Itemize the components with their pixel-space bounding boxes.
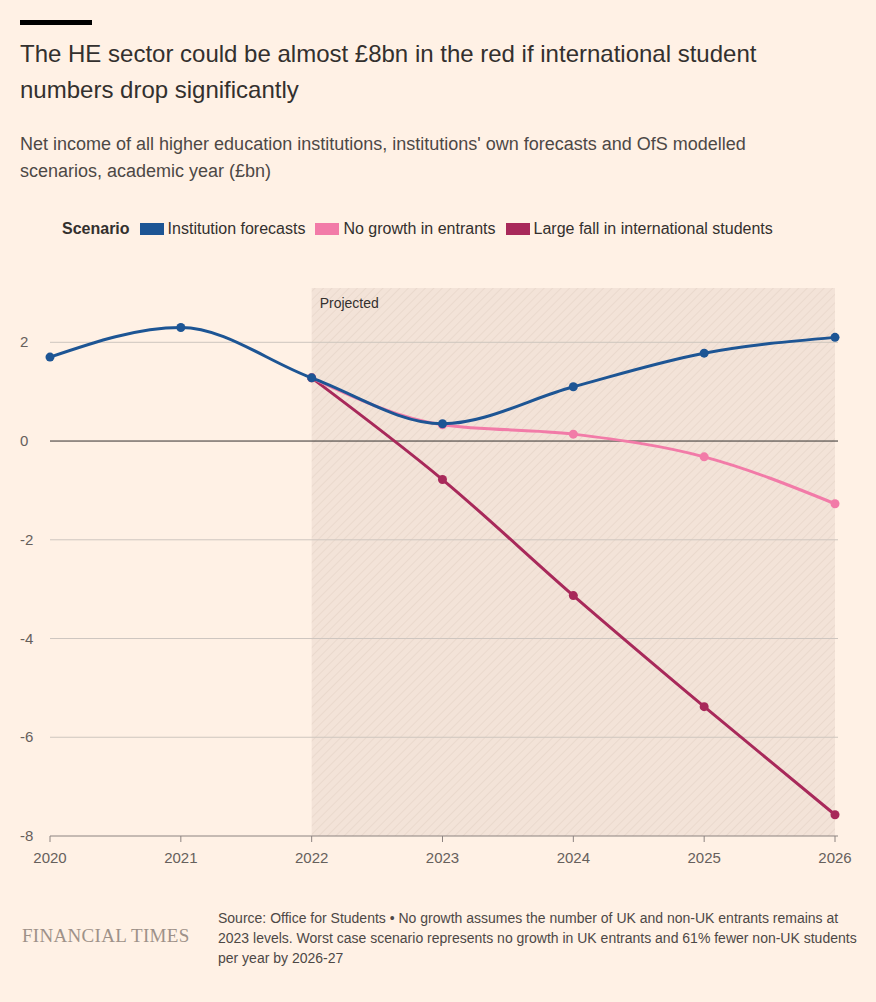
series-marker (176, 323, 185, 332)
chart: Projected -8 -6 -4 -2 0 2 2020 2021 2022 2023 2024 2… (0, 0, 876, 1002)
legend-item: Institution forecasts (140, 220, 306, 238)
x-tick (311, 836, 312, 842)
series-marker (438, 420, 447, 429)
x-tick (442, 836, 443, 842)
series-marker (700, 702, 709, 711)
series-line (50, 327, 835, 423)
title: The HE sector could be almost £8bn in th… (20, 36, 840, 108)
series-marker (831, 333, 840, 342)
legend-title: Scenario (62, 220, 130, 238)
series-marker (307, 373, 316, 382)
series-marker (307, 373, 316, 382)
series-marker (700, 452, 709, 461)
source-note: Source: Office for Students • No growth … (218, 908, 868, 968)
y-tick-label: -4 (20, 630, 33, 647)
x-tick-label: 2026 (818, 849, 851, 866)
grid-line (50, 737, 838, 738)
y-tick-label: 0 (20, 432, 28, 449)
series-line (312, 378, 835, 504)
x-tick-label: 2022 (295, 849, 328, 866)
x-tick (50, 836, 51, 842)
y-tick-label: -2 (20, 531, 33, 548)
grid-line (50, 539, 838, 540)
x-tick (835, 836, 836, 842)
x-tick-label: 2025 (687, 849, 720, 866)
legend-swatch (140, 223, 164, 235)
subtitle: Net income of all higher education insti… (20, 131, 820, 185)
top-bar (20, 20, 92, 25)
x-tick (704, 836, 705, 842)
grid-line (50, 342, 838, 343)
zero-line (50, 441, 838, 442)
series-marker (438, 475, 447, 484)
projected-band (312, 288, 835, 836)
series-marker (831, 499, 840, 508)
series-marker (569, 591, 578, 600)
legend-swatch (315, 223, 339, 235)
series-marker (831, 810, 840, 819)
legend-label: No growth in entrants (343, 220, 495, 238)
x-tick-label: 2023 (426, 849, 459, 866)
brand: FINANCIAL TIMES (22, 925, 190, 947)
legend-item: No growth in entrants (315, 220, 495, 238)
y-tick-label: -6 (20, 728, 33, 745)
legend-swatch (506, 223, 530, 235)
x-tick (573, 836, 574, 842)
plot-area (46, 323, 840, 819)
series-line (312, 378, 835, 815)
x-tick (180, 836, 181, 842)
series-marker (569, 382, 578, 391)
legend-item: Large fall in international students (506, 220, 773, 238)
series-marker (46, 353, 55, 362)
grid-line (50, 836, 838, 837)
series-marker (307, 373, 316, 382)
x-tick-label: 2024 (557, 849, 590, 866)
series-marker (569, 430, 578, 439)
series-marker (700, 349, 709, 358)
annotation: Projected (320, 295, 379, 311)
series-marker (438, 419, 447, 428)
legend-label: Large fall in international students (534, 220, 773, 238)
x-tick-label: 2021 (164, 849, 197, 866)
legend-label: Institution forecasts (168, 220, 306, 238)
y-tick-label: -8 (20, 827, 33, 844)
y-tick-label: 2 (20, 333, 28, 350)
legend: Scenario Institution forecasts No growth i… (62, 220, 783, 238)
x-tick-label: 2020 (33, 849, 66, 866)
grid-line (50, 638, 838, 639)
